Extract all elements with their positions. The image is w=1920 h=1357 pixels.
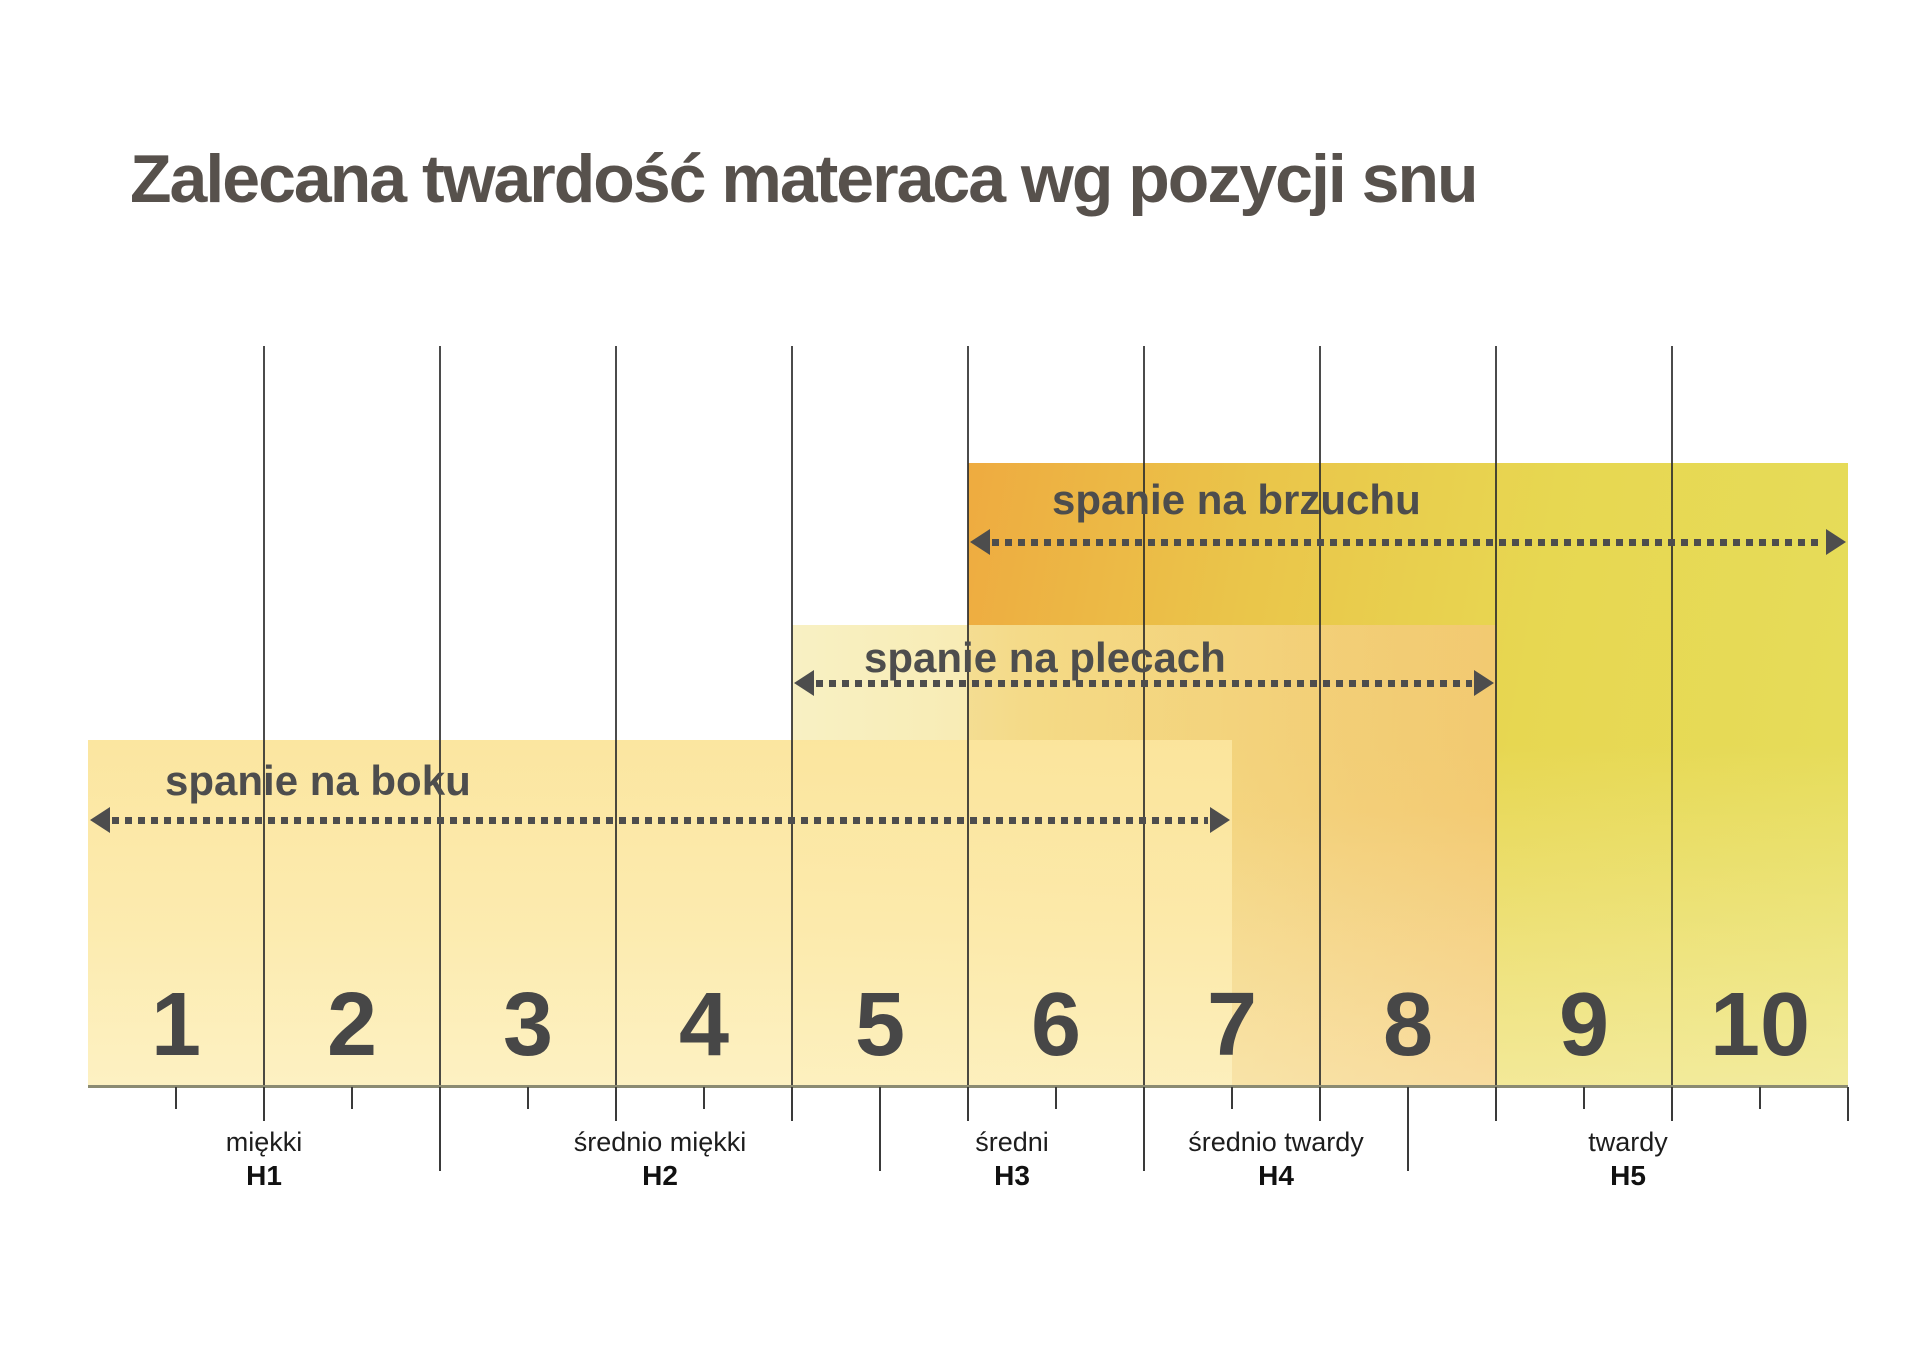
axis-tick — [263, 1087, 265, 1121]
arrow-right-icon — [1826, 529, 1846, 555]
dotted-line — [816, 680, 1472, 687]
axis-tick — [1143, 1087, 1145, 1171]
axis-tick — [351, 1087, 353, 1109]
grid-line — [1319, 346, 1321, 1087]
axis-tick — [1671, 1087, 1673, 1121]
axis-tick — [1231, 1087, 1233, 1109]
section-number: 3 — [502, 975, 554, 1075]
grid-line — [1671, 346, 1673, 1087]
range-arrow-side — [90, 807, 1230, 833]
axis-tick — [1847, 1087, 1849, 1121]
chart-baseline — [88, 1085, 1848, 1088]
axis-tick — [527, 1087, 529, 1109]
axis-tick — [791, 1087, 793, 1121]
section-number: 2 — [326, 975, 378, 1075]
grid-line — [1495, 346, 1497, 1087]
arrow-left-icon — [970, 529, 990, 555]
section-number: 4 — [678, 975, 730, 1075]
axis-tick — [1055, 1087, 1057, 1109]
firmness-code: H2 — [642, 1160, 678, 1191]
dotted-line — [112, 817, 1208, 824]
axis-tick — [615, 1087, 617, 1121]
firmness-code: H5 — [1610, 1160, 1646, 1191]
axis-tick — [1319, 1087, 1321, 1121]
band-label-side: spanie na boku — [165, 757, 471, 804]
band-label-stomach: spanie na brzuchu — [1052, 476, 1421, 523]
firmness-label: miękki — [225, 1127, 303, 1157]
firmness-label: średnio twardy — [1188, 1127, 1364, 1157]
grid-line — [263, 346, 265, 1087]
grid-line — [967, 346, 969, 1087]
arrow-right-icon — [1474, 670, 1494, 696]
firmness-label: twardy — [1588, 1127, 1668, 1157]
axis-tick — [175, 1087, 177, 1109]
section-number: 10 — [1709, 975, 1811, 1075]
firmness-code: H1 — [246, 1160, 282, 1191]
section-number: 5 — [854, 975, 906, 1075]
section-number: 1 — [150, 975, 202, 1075]
band-label-back: spanie na plecach — [864, 634, 1226, 681]
section-number: 9 — [1558, 975, 1610, 1075]
axis-tick — [1407, 1087, 1409, 1171]
grid-line — [439, 346, 441, 1087]
range-arrow-stomach — [970, 529, 1846, 555]
grid-line — [615, 346, 617, 1087]
section-number: 8 — [1382, 975, 1434, 1075]
arrow-left-icon — [90, 807, 110, 833]
grid-line — [1143, 346, 1145, 1087]
firmness-label: średnio miękki — [573, 1127, 747, 1157]
firmness-code: H4 — [1258, 1160, 1294, 1191]
axis-tick — [967, 1087, 969, 1121]
dotted-line — [992, 539, 1824, 546]
range-arrow-back — [794, 670, 1494, 696]
section-number: 6 — [1030, 975, 1082, 1075]
arrow-left-icon — [794, 670, 814, 696]
axis-tick — [1495, 1087, 1497, 1121]
axis-tick — [1759, 1087, 1761, 1109]
axis-tick — [703, 1087, 705, 1109]
section-number: 7 — [1206, 975, 1258, 1075]
arrow-right-icon — [1210, 807, 1230, 833]
axis-tick — [879, 1087, 881, 1171]
firmness-label: średni — [975, 1127, 1049, 1157]
band-sleeping-on-side: spanie na boku — [88, 740, 1232, 1087]
axis-tick — [1583, 1087, 1585, 1109]
axis-tick — [439, 1087, 441, 1171]
firmness-code: H3 — [994, 1160, 1030, 1191]
grid-line — [791, 346, 793, 1087]
page-title: Zalecana twardość materaca wg pozycji sn… — [130, 141, 1479, 217]
